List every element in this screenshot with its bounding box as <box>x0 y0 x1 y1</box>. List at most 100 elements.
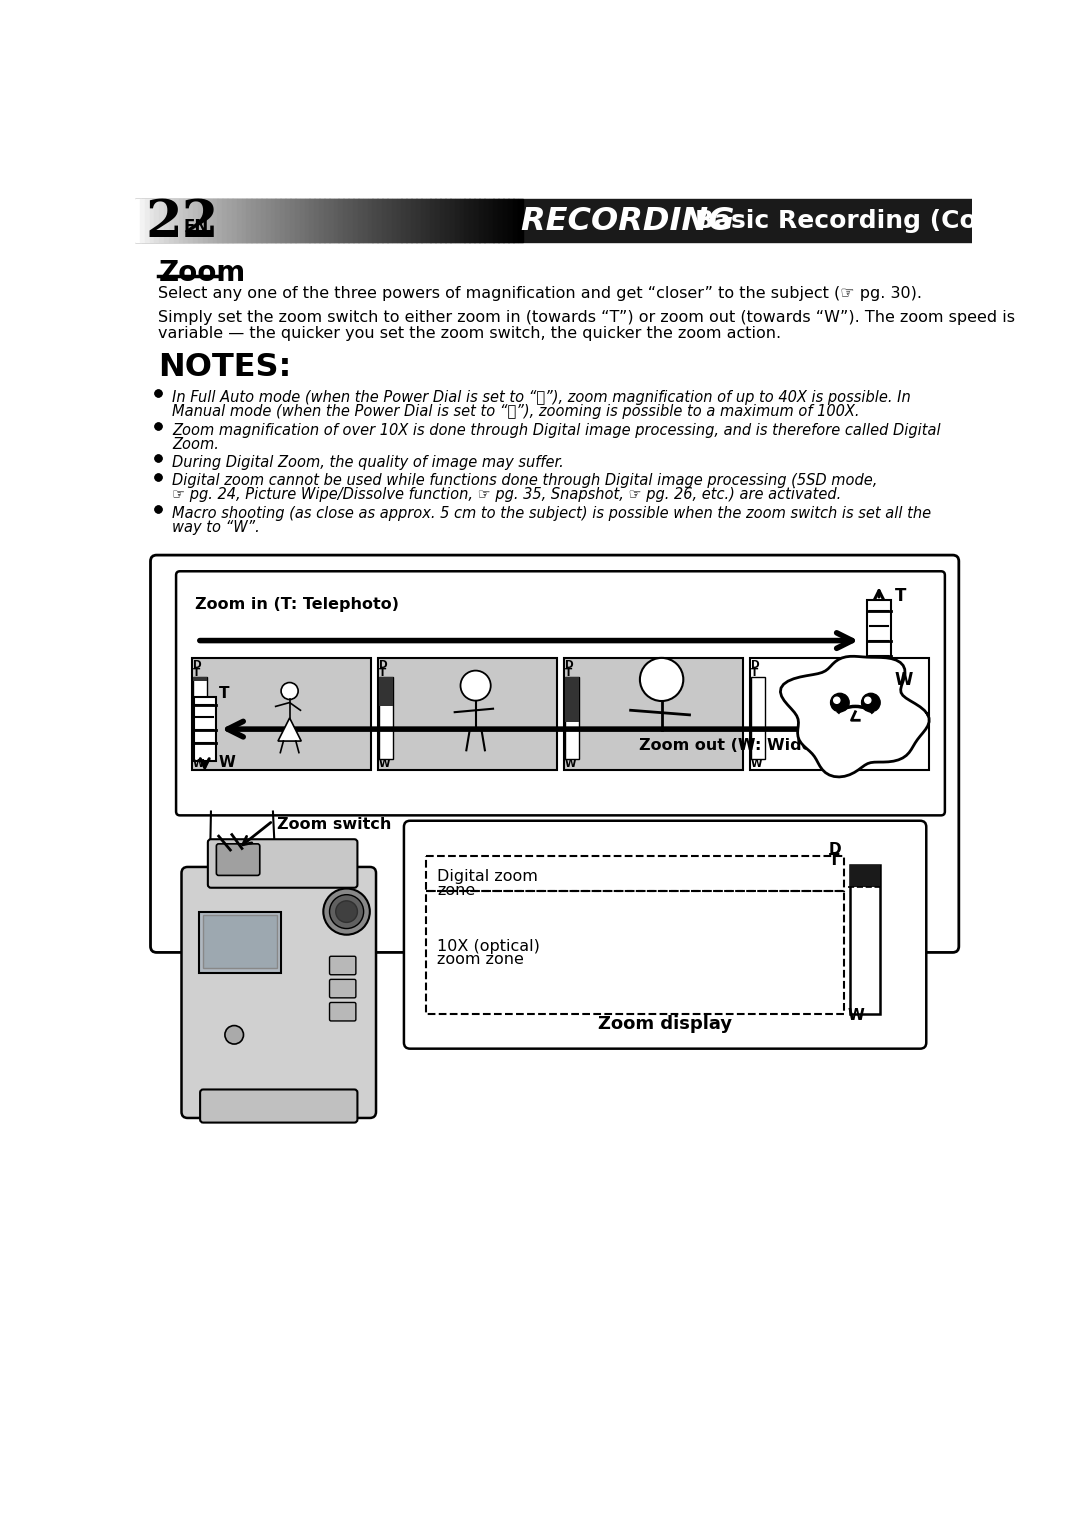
FancyBboxPatch shape <box>150 555 959 952</box>
Text: Digital zoom: Digital zoom <box>437 869 538 885</box>
Text: Manual mode (when the Power Dial is set to “Ⓜ”), zooming is possible to a maximu: Manual mode (when the Power Dial is set … <box>172 405 860 419</box>
Bar <box>139 199 146 242</box>
Bar <box>353 199 359 242</box>
Text: D: D <box>193 659 202 670</box>
Text: ☞ pg. 24, Picture Wipe/Dissolve function, ☞ pg. 35, Snapshot, ☞ pg. 26, etc.) ar: ☞ pg. 24, Picture Wipe/Dissolve function… <box>172 487 841 503</box>
Bar <box>178 199 185 242</box>
Bar <box>252 199 257 242</box>
Text: D: D <box>751 659 759 670</box>
Bar <box>291 199 296 242</box>
Bar <box>450 199 456 242</box>
Bar <box>363 199 368 242</box>
Text: Digital zoom cannot be used while functions done through Digital image processin: Digital zoom cannot be used while functi… <box>172 474 878 489</box>
Bar <box>193 199 199 242</box>
Bar <box>564 658 743 770</box>
Text: T: T <box>193 668 201 678</box>
Text: Zoom in (T: Telephoto): Zoom in (T: Telephoto) <box>195 596 400 612</box>
Text: zoom zone: zoom zone <box>437 952 524 967</box>
Text: Zoom.: Zoom. <box>172 437 219 452</box>
Text: Macro shooting (as close as approx. 5 cm to the subject) is possible when the zo: Macro shooting (as close as approx. 5 cm… <box>172 506 931 521</box>
Bar <box>421 199 427 242</box>
Circle shape <box>336 901 357 923</box>
Text: Simply set the zoom switch to either zoom in (towards “T”) or zoom out (towards : Simply set the zoom switch to either zoo… <box>159 310 1015 325</box>
Bar <box>478 199 485 242</box>
Bar <box>426 891 845 1013</box>
FancyBboxPatch shape <box>216 843 260 875</box>
Bar <box>164 199 170 242</box>
Bar <box>402 199 407 242</box>
Bar <box>474 199 480 242</box>
Bar <box>193 676 207 681</box>
Bar <box>367 199 373 242</box>
Bar <box>494 199 499 242</box>
Circle shape <box>281 682 298 699</box>
Text: Select any one of the three powers of magnification and get “closer” to the subj: Select any one of the three powers of ma… <box>159 285 922 300</box>
Bar <box>242 199 247 242</box>
Text: T: T <box>218 685 229 701</box>
Text: W: W <box>218 756 235 770</box>
Text: W: W <box>379 759 391 770</box>
Bar <box>168 199 175 242</box>
Bar <box>193 676 207 759</box>
Bar <box>850 866 880 1013</box>
Bar <box>232 199 238 242</box>
Circle shape <box>834 698 840 704</box>
Text: D: D <box>565 659 573 670</box>
Text: T: T <box>894 587 906 606</box>
Bar <box>135 199 972 242</box>
Bar <box>503 199 509 242</box>
Bar <box>343 199 349 242</box>
Bar <box>338 199 345 242</box>
Bar <box>299 199 306 242</box>
Bar <box>319 199 325 242</box>
Circle shape <box>225 1026 243 1044</box>
Bar <box>445 199 450 242</box>
Bar <box>203 199 208 242</box>
Bar <box>469 199 475 242</box>
Circle shape <box>460 670 490 701</box>
Text: W: W <box>751 759 762 770</box>
FancyBboxPatch shape <box>329 980 356 998</box>
Bar <box>222 199 228 242</box>
Bar <box>513 199 518 242</box>
Text: In Full Auto mode (when the Power Dial is set to “Ⓐ”), zoom magnification of up : In Full Auto mode (when the Power Dial i… <box>172 391 910 405</box>
Bar <box>459 199 465 242</box>
Text: W: W <box>848 1007 865 1023</box>
Text: 22: 22 <box>146 196 219 247</box>
Text: Zoom display: Zoom display <box>598 1015 732 1033</box>
Text: During Digital Zoom, the quality of image may suffer.: During Digital Zoom, the quality of imag… <box>172 455 564 471</box>
Bar <box>275 199 281 242</box>
Bar <box>324 199 329 242</box>
Bar <box>406 199 411 242</box>
Text: 10X (optical): 10X (optical) <box>437 938 540 954</box>
Text: zone: zone <box>437 883 475 898</box>
Bar <box>305 199 310 242</box>
Bar <box>455 199 460 242</box>
FancyBboxPatch shape <box>329 957 356 975</box>
Bar <box>441 199 446 242</box>
FancyBboxPatch shape <box>176 572 945 816</box>
Bar <box>431 199 436 242</box>
Bar <box>149 199 156 242</box>
Text: Zoom switch: Zoom switch <box>276 817 391 832</box>
Bar <box>387 199 392 242</box>
Text: D: D <box>828 842 841 857</box>
Bar <box>135 199 140 242</box>
FancyBboxPatch shape <box>181 868 376 1118</box>
Circle shape <box>323 889 369 935</box>
Bar <box>191 658 370 770</box>
Bar <box>379 676 393 705</box>
Text: T: T <box>565 668 572 678</box>
Text: W: W <box>565 759 577 770</box>
Bar <box>145 199 150 242</box>
Bar <box>379 676 393 759</box>
Bar <box>194 698 216 762</box>
Bar <box>285 199 291 242</box>
Bar <box>396 199 402 242</box>
Bar <box>200 912 281 973</box>
Circle shape <box>862 693 880 711</box>
Bar <box>328 199 335 242</box>
Text: RECORDING: RECORDING <box>521 205 745 236</box>
Bar <box>426 855 845 891</box>
Bar <box>517 199 524 242</box>
